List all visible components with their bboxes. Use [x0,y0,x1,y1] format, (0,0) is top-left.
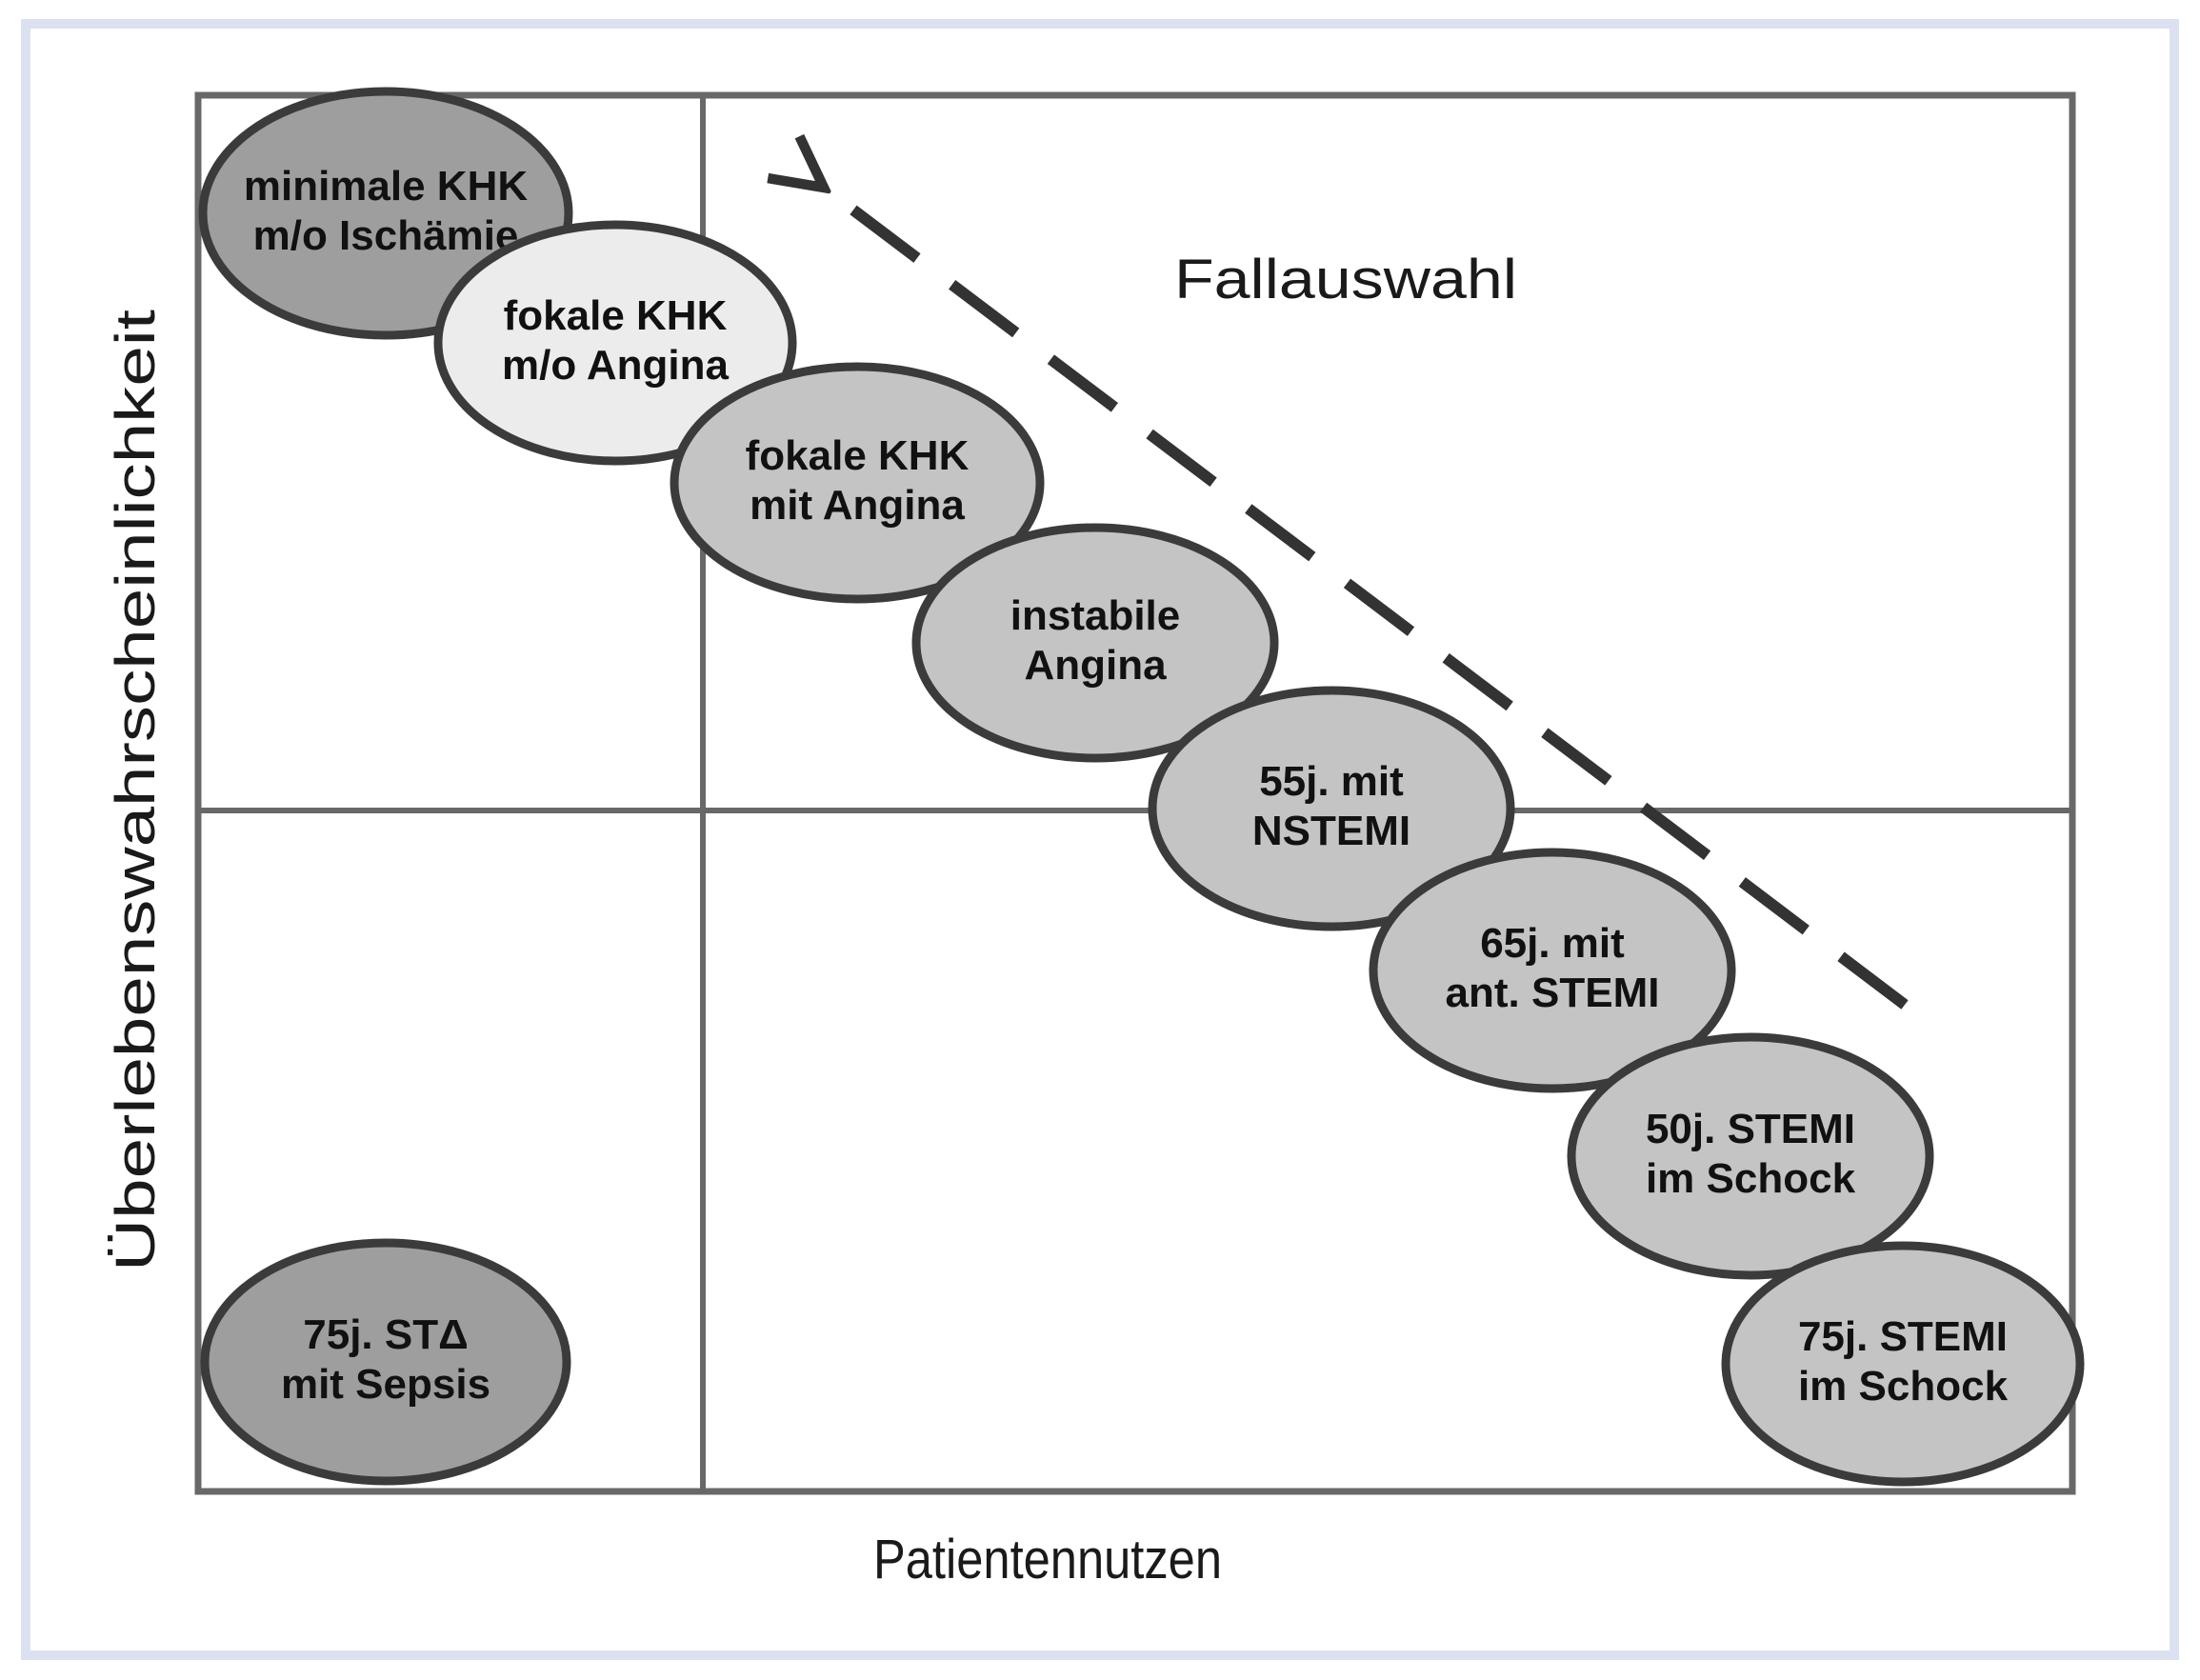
case-ellipse [1567,1032,1934,1280]
x-axis-label: Patientennutzen [873,1529,1222,1590]
case-ellipse [670,362,1045,604]
case-fokale-khk-mo-angina: fokale KHK m/o Angina [433,220,797,466]
case-label-line1: instabile [1010,592,1181,639]
case-label-line1: 65j. mit [1480,920,1625,967]
case-55j-nstemi: 55j. mit NSTEMI [1148,686,1515,931]
case-label-line1: minimale KHK [244,163,529,210]
case-fokale-khk-mit-angina: fokale KHK mit Angina [670,362,1045,604]
case-ellipse [1721,1241,2085,1487]
y-axis-label: Überlebenswahrscheinlichkeit [105,310,167,1271]
case-label-line1: 75j. STEMI [1798,1313,2008,1360]
case-75j-stemi-schock: 75j. STEMI im Schock [1721,1241,2085,1487]
case-label-line2: mit Sepsis [281,1361,490,1408]
case-label-line2: Angina [1024,642,1167,689]
case-label-line1: 50j. STEMI [1646,1106,1855,1152]
case-label-line1: 55j. mit [1259,758,1404,805]
figure-frame-border [21,19,2179,1660]
case-label-line2: ant. STEMI [1446,970,1660,1016]
case-selection-arrow [824,188,1909,1010]
case-ellipse [200,1238,571,1486]
case-label-line2: im Schock [1646,1155,1856,1202]
case-label-line1: fokale KHK [746,432,970,479]
case-label-line2: m/o Angina [502,342,729,389]
case-label-line1: fokale KHK [504,292,728,339]
case-ellipse-group: minimale KHK m/o Ischämie fokale KHK m/o… [198,87,2085,1487]
case-ellipse [911,523,1279,763]
case-label-line2: mit Angina [750,482,965,529]
case-label-line2: m/o Ischämie [253,212,519,259]
case-label-line1: 75j. STΔ [303,1311,468,1358]
case-75j-st-sepsis: 75j. STΔ mit Sepsis [200,1238,571,1486]
case-65j-ant-stemi: 65j. mit ant. STEMI [1369,848,1736,1093]
case-label-line2: im Schock [1798,1363,2009,1410]
case-ellipse [433,220,797,466]
case-instabile-angina: instabile Angina [911,523,1279,763]
case-ellipse [1369,848,1736,1093]
case-ellipse [1148,686,1515,931]
case-50j-stemi-schock: 50j. STEMI im Schock [1567,1032,1934,1280]
arrow-label: Fallauswahl [1174,249,1517,310]
case-label-line2: NSTEMI [1252,808,1410,854]
